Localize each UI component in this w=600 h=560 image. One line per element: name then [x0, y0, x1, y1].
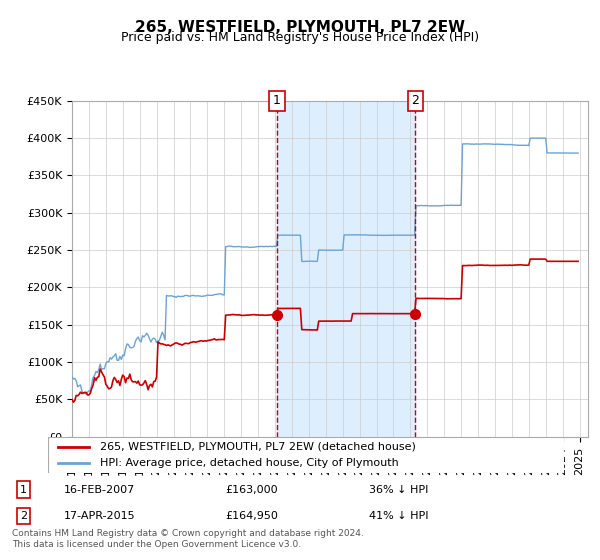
Text: 2: 2: [412, 94, 419, 108]
Text: 17-APR-2015: 17-APR-2015: [64, 511, 136, 521]
Text: 1: 1: [273, 94, 281, 108]
Text: 265, WESTFIELD, PLYMOUTH, PL7 2EW: 265, WESTFIELD, PLYMOUTH, PL7 2EW: [135, 20, 465, 35]
Text: 2: 2: [20, 511, 27, 521]
Bar: [277, 101, 415, 437]
Text: HPI: Average price, detached house, City of Plymouth: HPI: Average price, detached house, City…: [100, 458, 398, 468]
Text: 41% ↓ HPI: 41% ↓ HPI: [369, 511, 428, 521]
Text: 265, WESTFIELD, PLYMOUTH, PL7 2EW (detached house): 265, WESTFIELD, PLYMOUTH, PL7 2EW (detac…: [100, 442, 415, 452]
Text: 1: 1: [20, 484, 27, 494]
Text: Contains HM Land Registry data © Crown copyright and database right 2024.
This d: Contains HM Land Registry data © Crown c…: [12, 529, 364, 549]
Text: £164,950: £164,950: [225, 511, 278, 521]
Text: 16-FEB-2007: 16-FEB-2007: [64, 484, 135, 494]
Text: 36% ↓ HPI: 36% ↓ HPI: [369, 484, 428, 494]
Text: Price paid vs. HM Land Registry's House Price Index (HPI): Price paid vs. HM Land Registry's House …: [121, 31, 479, 44]
FancyBboxPatch shape: [48, 437, 564, 473]
Text: £163,000: £163,000: [225, 484, 278, 494]
